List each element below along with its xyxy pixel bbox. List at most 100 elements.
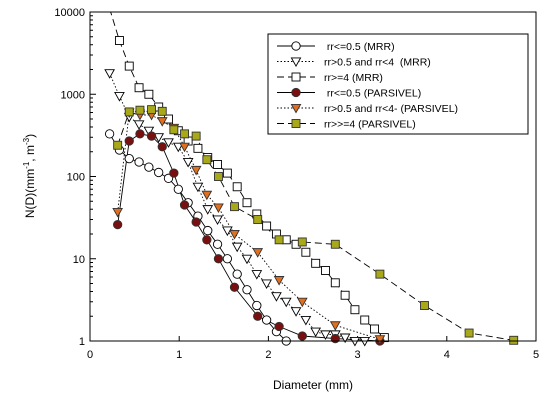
series-5-point — [190, 165, 202, 176]
series-2-point — [104, 69, 115, 79]
series-2-point — [280, 297, 292, 308]
series-3-point — [144, 89, 154, 99]
x-tick-label: 2 — [265, 349, 271, 361]
series-1-point — [232, 269, 242, 279]
legend-marker-2 — [290, 57, 302, 68]
series-6-point — [157, 106, 167, 116]
series-5-point — [112, 207, 124, 218]
series-2-point — [221, 226, 233, 237]
series-5-point — [374, 335, 386, 345]
series-2-point — [143, 126, 155, 137]
series-4-point — [229, 282, 240, 292]
x-tick-label: 5 — [533, 349, 539, 361]
series-3-point — [193, 143, 203, 153]
series-3-point — [114, 36, 124, 45]
series-2-point — [241, 254, 253, 265]
series-1-point — [212, 239, 223, 249]
series-line-4 — [117, 133, 380, 341]
series-2-point — [212, 215, 223, 226]
series-2-point — [310, 327, 322, 338]
series-6-point — [202, 155, 212, 165]
series-5-point — [156, 117, 168, 127]
series-6-point — [180, 129, 190, 139]
series-5-point — [252, 248, 264, 258]
series-2-point — [290, 307, 302, 317]
series-4-point — [157, 142, 167, 152]
series-1-point — [252, 300, 262, 311]
series-2-point — [192, 182, 204, 193]
series-2-point — [153, 133, 165, 143]
series-4-point — [274, 321, 284, 332]
series-3-point — [301, 247, 311, 257]
series-4-point — [330, 333, 340, 344]
series-5-point — [179, 142, 190, 153]
series-3-point — [134, 83, 144, 93]
series-4-point — [202, 235, 212, 245]
series-5-point — [329, 321, 341, 331]
legend-label-3: rr>=4 (MRR) — [324, 72, 383, 84]
series-3-point — [350, 305, 360, 315]
series-6-point — [124, 107, 134, 117]
series-5-point — [201, 190, 213, 201]
legend: rr<=0.5 (MRR) rr>0.5 and rr<4 (MRR) rr>=4 … — [267, 33, 529, 135]
plot-frame — [89, 11, 537, 342]
legend-marker-4 — [291, 87, 301, 98]
series-6-point — [169, 125, 179, 135]
series-2-point — [339, 333, 351, 344]
series-3-point — [262, 221, 272, 231]
series-3-point — [311, 258, 321, 268]
y-axis-title: N(D)(mm-1, m-3) — [22, 134, 37, 218]
legend-marker-1 — [291, 41, 301, 51]
x-tick-label: 4 — [444, 349, 450, 361]
series-4-point — [146, 131, 157, 141]
series-3-point — [360, 315, 370, 325]
series-3-point — [213, 160, 223, 169]
series-2-point — [202, 205, 214, 215]
legend-marker-6 — [291, 119, 301, 128]
series-4-point — [213, 254, 224, 264]
series-1-point — [134, 157, 144, 167]
series-6-point — [330, 239, 340, 249]
x-axis-title: Diameter (mm) — [273, 378, 353, 392]
legend-label-2: rr>0.5 and rr<4 (MRR) — [324, 57, 431, 69]
legend-label-5: rr>0.5 and rr<4- (PARSIVEL) — [324, 103, 458, 115]
series-5-point — [296, 297, 308, 308]
series-6-point — [297, 237, 307, 247]
series-4-point — [113, 219, 123, 230]
x-tick-label: 3 — [355, 349, 361, 361]
series-4-point — [179, 200, 190, 210]
series-1-point — [261, 315, 272, 325]
series-6-point — [213, 172, 223, 181]
series-6-point — [274, 235, 284, 245]
series-1-point — [173, 184, 183, 194]
series-2-point — [271, 292, 282, 302]
series-6-point — [509, 335, 519, 345]
series-6-point — [230, 202, 239, 212]
legend-label-6: rr>>=4 (PARSIVEL) — [324, 119, 416, 131]
series-1-point — [124, 153, 134, 164]
markers-layer — [104, 36, 519, 347]
legend-marker-5 — [290, 103, 302, 114]
series-6-point — [191, 131, 201, 141]
series-3-point — [242, 198, 252, 208]
series-1-point — [144, 162, 154, 172]
series-4-point — [253, 311, 263, 321]
series-6-point — [135, 105, 145, 115]
y-tick-label: 100 — [67, 172, 85, 184]
series-line-5 — [117, 111, 381, 340]
series-3-point — [340, 290, 350, 300]
y-tick-label: 1 — [79, 336, 85, 348]
y-axis-title-mid: , m — [23, 145, 37, 162]
y-tick-label: 10000 — [54, 7, 85, 19]
x-tick-label: 0 — [87, 349, 93, 361]
y-tick-label: 10 — [73, 254, 85, 266]
series-5-point — [213, 203, 224, 214]
series-2-point — [320, 330, 331, 341]
series-4-point — [124, 136, 134, 146]
series-6-point — [420, 301, 429, 310]
series-6-point — [147, 105, 156, 115]
series-3-point — [330, 278, 340, 288]
series-2-point — [163, 138, 174, 148]
